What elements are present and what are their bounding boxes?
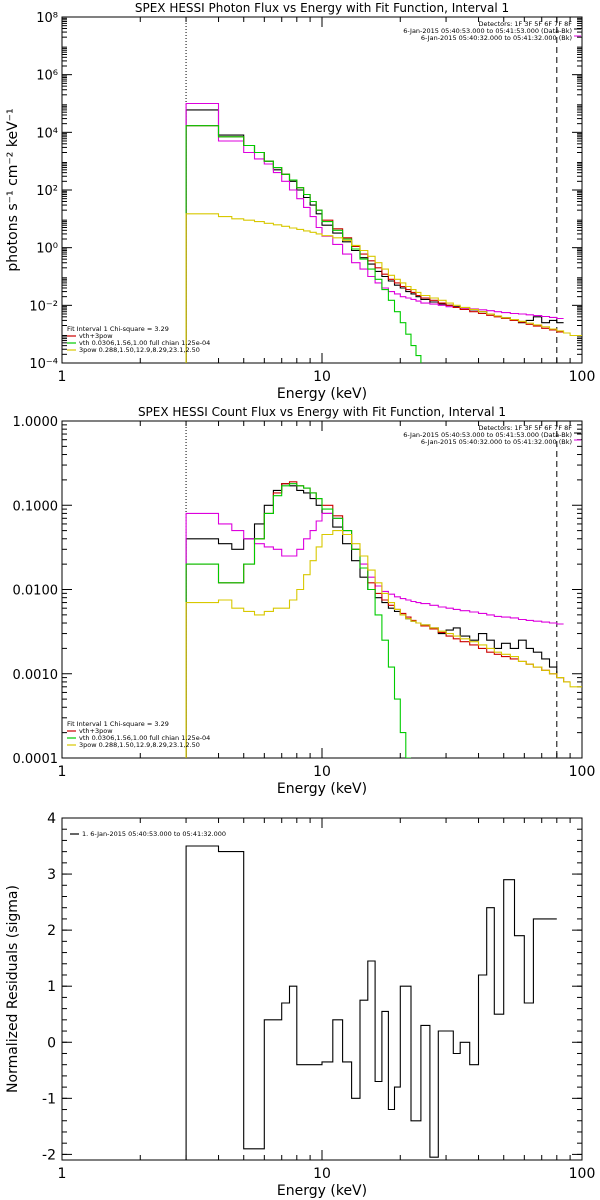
y-tick-label: 10⁻² — [29, 299, 58, 314]
legend-label: 3pow 0.288,1.50,12.9,8.29,23.1,2.50 — [79, 346, 200, 354]
series-line-1 — [185, 483, 564, 758]
y-tick-label: -2 — [42, 1147, 56, 1163]
y-tick-label: 1.0000 — [13, 415, 59, 430]
series-group — [185, 102, 582, 363]
series-group — [185, 845, 557, 1160]
x-tick-label: 10 — [313, 1166, 331, 1182]
y-tick-label: 1 — [47, 979, 56, 995]
header-line2: 6-Jan-2015 05:40:53.000 to 05:41:53.000 … — [403, 27, 572, 35]
chart-title: SPEX HESSI Photon Flux vs Energy with Fi… — [135, 1, 509, 15]
x-axis-label: Energy (keV) — [277, 1183, 367, 1199]
legend-label: vth 0.0306,1.56,1.00 full chian 1.25e-04 — [79, 734, 210, 742]
y-tick-label: 10⁶ — [36, 69, 58, 84]
y-tick-label: 10⁻⁴ — [29, 357, 58, 372]
x-tick-label: 10 — [313, 764, 331, 780]
series-group — [185, 481, 582, 758]
y-axis-label: Normalized Residuals (sigma) — [5, 885, 21, 1093]
x-axis-label: Energy (keV) — [277, 386, 367, 402]
legend-label: Fit Interval 1 Chi-square = 3.29 — [67, 325, 169, 333]
x-tick-label: 100 — [569, 764, 596, 780]
header-line1: Detectors: 1F 3F 5F 6F 7F 8F — [478, 424, 572, 432]
series-line-2 — [185, 102, 564, 363]
plot-frame — [61, 16, 583, 364]
y-tick-label: 4 — [47, 811, 56, 827]
y-tick-label: 0.1000 — [13, 499, 59, 514]
y-tick-label: 10⁴ — [36, 126, 58, 141]
series-line-3 — [185, 125, 564, 363]
y-tick-label: -1 — [42, 1091, 56, 1107]
chart-title: SPEX HESSI Count Flux vs Energy with Fit… — [138, 405, 506, 419]
header-line2: 6-Jan-2015 05:40:53.000 to 05:41:53.000 … — [403, 431, 572, 439]
x-tick-label: 1 — [58, 369, 67, 385]
x-tick-label: 100 — [569, 1166, 596, 1182]
y-tick-label: 10⁰ — [36, 242, 58, 257]
legend-label: 3pow 0.288,1.50,12.9,8.29,23.1,2.50 — [79, 741, 200, 749]
legend-label: vth+3pow — [79, 727, 113, 735]
legend-label: vth 0.0306,1.56,1.00 full chian 1.25e-04 — [79, 339, 210, 347]
series-line-4 — [185, 483, 411, 758]
chart-3: 1 10 100 Energy (keV) -2 -1 0 1 2 3 4 Normalized Re… — [5, 811, 595, 1199]
header-line3: 6-Jan-2015 05:40:32.000 to 05:41:32.000 … — [421, 34, 572, 42]
series-line-5 — [185, 530, 582, 758]
y-tick-label: 10⁸ — [36, 11, 58, 26]
x-tick-label: 100 — [569, 369, 596, 385]
legend-label: vth+3pow — [79, 332, 113, 340]
y-tick-label: 10² — [36, 184, 58, 199]
x-tick-label: 10 — [313, 369, 331, 385]
y-tick-label: 0 — [47, 1035, 56, 1051]
legend-label: Fit Interval 1 Chi-square = 3.29 — [67, 720, 169, 728]
chart-1: SPEX HESSI Photon Flux vs Energy with Fi… — [5, 1, 595, 402]
y-tick-label: 2 — [47, 923, 56, 939]
y-tick-label: 3 — [47, 867, 56, 883]
header-line3: 6-Jan-2015 05:40:32.000 to 05:41:32.000 … — [421, 438, 572, 446]
legend-label: 1. 6-Jan-2015 05:40:53.000 to 05:41:32.0… — [82, 830, 226, 838]
x-tick-label: 1 — [58, 764, 67, 780]
y-tick-label: 0.0001 — [13, 752, 59, 767]
series-line-2 — [185, 512, 564, 758]
series-line-1 — [185, 109, 564, 363]
series-line-3 — [185, 481, 571, 758]
series-line-5 — [185, 213, 582, 363]
series-line-4 — [185, 125, 422, 363]
header-line1: Detectors: 1F 3F 5F 6F 7F 8F — [478, 20, 572, 28]
y-tick-label: 0.0100 — [13, 584, 59, 599]
chart-2: SPEX HESSI Count Flux vs Energy with Fit… — [13, 405, 596, 797]
y-tick-label: 0.0010 — [13, 668, 59, 683]
x-tick-label: 1 — [58, 1166, 67, 1182]
x-axis-label: Energy (keV) — [277, 781, 367, 797]
y-axis-label: photons s⁻¹ cm⁻² keV⁻¹ — [5, 108, 21, 271]
plot-frame — [61, 420, 583, 759]
series-line-1 — [185, 845, 557, 1160]
